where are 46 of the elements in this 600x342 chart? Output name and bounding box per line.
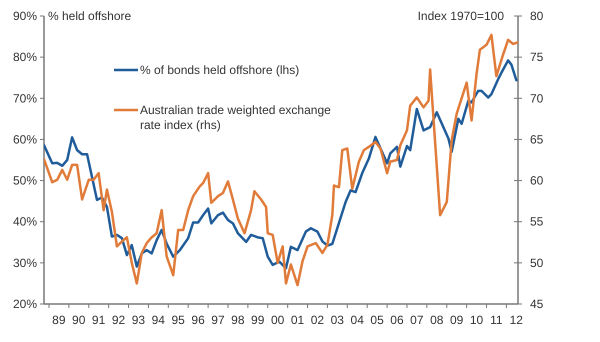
x-tick-label: 93 — [132, 313, 146, 327]
x-tick-label: 91 — [92, 313, 106, 327]
y-tick-label: 70% — [12, 91, 38, 106]
y2-tick-label: 65 — [530, 132, 544, 146]
line-series — [44, 34, 518, 286]
x-tick-label: 00 — [270, 313, 285, 327]
y2-tick-label: 80 — [530, 9, 544, 23]
x-tick-label: 90 — [72, 313, 86, 327]
x-tick-label: 02 — [310, 313, 324, 327]
y-tick-label: 60% — [12, 132, 38, 146]
x-tick-label: 92 — [112, 313, 126, 327]
y-tick-label: 20% — [12, 297, 38, 311]
x-tick-label: 99 — [251, 313, 265, 327]
y2-tick-label: 50 — [530, 256, 544, 270]
x-tick-label: 03 — [330, 313, 344, 327]
x-tick-label: 12 — [510, 313, 524, 327]
x-tick-label: 01 — [290, 313, 305, 327]
x-tick-label: 08 — [430, 313, 444, 327]
line-series — [44, 59, 518, 270]
x-tick-label: 09 — [450, 313, 464, 327]
y2-tick-label: 75 — [530, 50, 544, 64]
x-tick-label: 94 — [152, 313, 166, 327]
y2-axis-title: Index 1970=100 — [418, 9, 504, 23]
x-tick-label: 05 — [370, 313, 384, 327]
y-tick-label: 50% — [12, 174, 38, 188]
y2-tick-label: 70 — [530, 91, 544, 106]
x-tick-label: 95 — [171, 313, 186, 327]
x-tick-label: 98 — [231, 313, 245, 327]
x-tick-label: 10 — [470, 313, 484, 327]
y-tick-label: 90% — [12, 9, 38, 23]
y-axis-title: % held offshore — [48, 9, 132, 23]
x-tick-label: 04 — [350, 313, 364, 327]
y2-tick-label: 45 — [530, 297, 544, 311]
y2-tick-label: 60 — [530, 174, 544, 188]
x-tick-label: 96 — [191, 313, 206, 327]
legend-label: Australian trade weighted exchange rate index (rhs) — [140, 103, 332, 132]
x-tick-label: 89 — [52, 313, 66, 327]
y-tick-label: 30% — [12, 256, 38, 270]
x-tick-label: 06 — [390, 313, 404, 327]
y-tick-label: 40% — [12, 214, 38, 229]
x-tick-label: 07 — [410, 313, 424, 327]
legend-label: % of bonds held offshore (lhs) — [140, 63, 300, 77]
x-tick-label: 97 — [211, 313, 225, 327]
x-tick-label: 11 — [490, 313, 503, 327]
y2-tick-label: 55 — [530, 214, 544, 229]
y-tick-label: 80% — [12, 50, 38, 64]
